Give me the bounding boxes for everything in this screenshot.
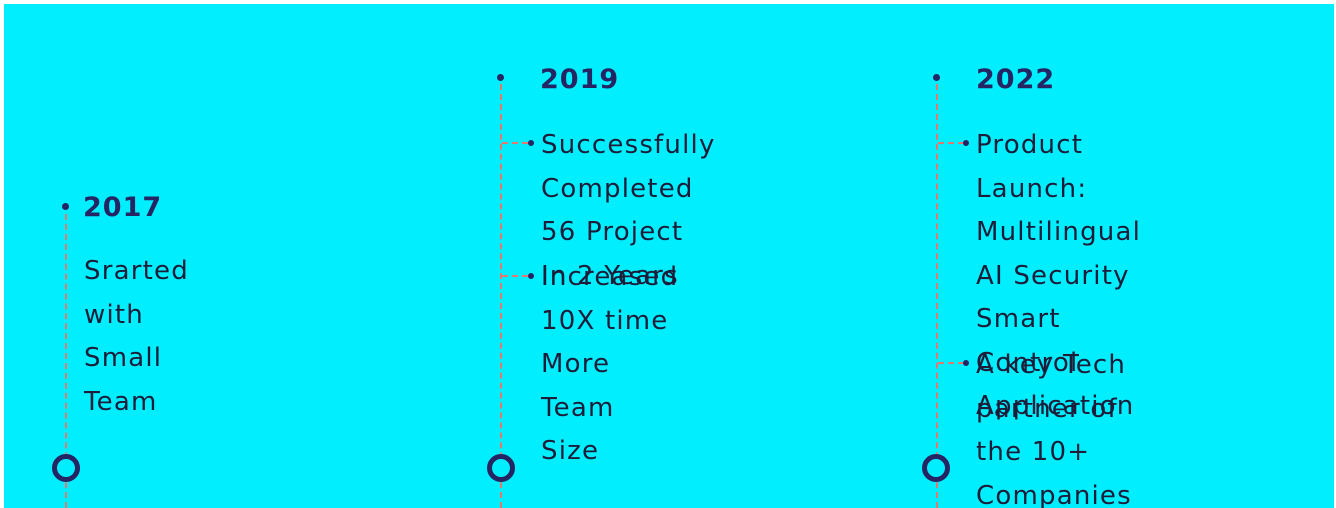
timeline-line bbox=[936, 84, 938, 508]
year-dot bbox=[933, 74, 940, 81]
milestone-text: Increased 10X time More Team Size bbox=[541, 262, 679, 466]
year-dot bbox=[497, 74, 504, 81]
milestone-connector bbox=[938, 142, 964, 144]
milestone-text: Srarted with Small Team bbox=[84, 256, 189, 417]
milestone-dot bbox=[528, 140, 534, 146]
year-label: 2022 bbox=[976, 64, 1056, 95]
milestone-dot bbox=[963, 140, 969, 146]
milestone-connector bbox=[938, 362, 964, 364]
milestone-dot bbox=[528, 273, 534, 279]
timeline-canvas: 2017 Srarted with Small Team 2019 Succes… bbox=[4, 4, 1334, 508]
milestone-connector bbox=[502, 142, 528, 144]
timeline-node-ring bbox=[922, 454, 950, 482]
milestone-connector bbox=[502, 275, 528, 277]
timeline-node-ring bbox=[487, 454, 515, 482]
milestone-text: Successfully Completed 56 Project In 2 Y… bbox=[541, 130, 716, 291]
milestone-dot bbox=[963, 360, 969, 366]
year-dot bbox=[62, 203, 69, 210]
year-label: 2017 bbox=[83, 192, 163, 223]
timeline-line bbox=[65, 214, 67, 508]
timeline-node-ring bbox=[52, 454, 80, 482]
milestone-text: A key Tech partner of the 10+ Companies bbox=[976, 350, 1132, 508]
timeline-line bbox=[500, 84, 502, 508]
milestone-text: Product Launch: Multilingual AI Security… bbox=[976, 130, 1142, 421]
year-label: 2019 bbox=[540, 64, 620, 95]
